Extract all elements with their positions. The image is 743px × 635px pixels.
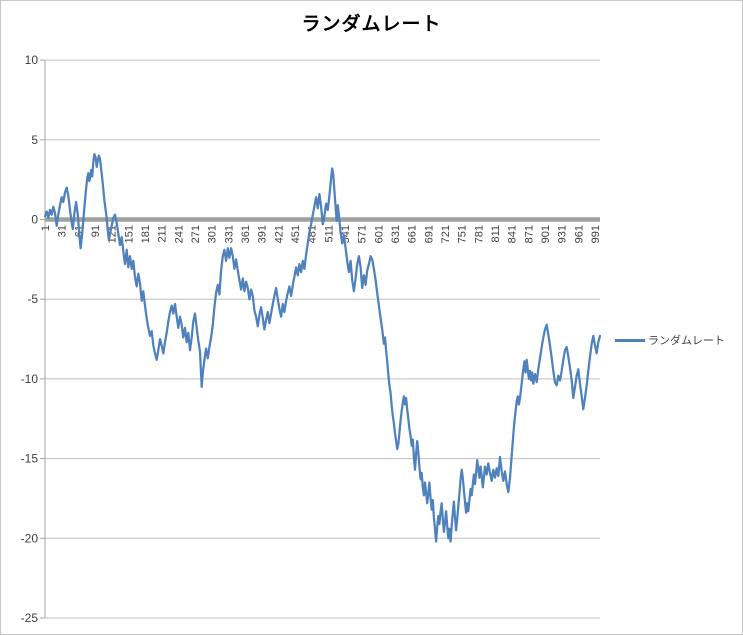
x-axis-label: 901	[540, 225, 552, 243]
x-axis-label: 871	[523, 225, 535, 243]
y-axis-label: -5	[27, 292, 38, 306]
chart-title: ランダムレート	[301, 14, 442, 35]
x-axis-label: 961	[573, 225, 585, 243]
x-axis-label: 991	[590, 225, 602, 243]
x-axis-label: 811	[490, 225, 502, 243]
y-axis-label: 10	[25, 53, 39, 67]
x-axis-label: 841	[507, 225, 519, 243]
y-axis-label: -20	[21, 531, 39, 545]
x-axis-label: 211	[157, 225, 169, 243]
x-axis-label: 751	[457, 225, 469, 243]
legend-series-label: ランダムレート	[648, 335, 725, 347]
x-axis-label: 661	[407, 225, 419, 243]
x-axis-label: 151	[123, 225, 135, 243]
legend: ランダムレート	[615, 332, 725, 348]
x-axis-label: 631	[390, 225, 402, 243]
y-axis-label: -25	[21, 611, 39, 625]
x-axis-label: 271	[190, 225, 202, 243]
legend-line-swatch	[615, 338, 645, 342]
x-axis-label: 451	[290, 225, 302, 243]
x-axis-label: 601	[373, 225, 385, 243]
x-axis-label: 301	[207, 225, 219, 243]
x-axis-label: 181	[140, 225, 152, 243]
x-axis-label: 421	[273, 225, 285, 243]
x-axis-label: 91	[90, 225, 102, 237]
y-axis-label: 0	[31, 213, 38, 227]
x-axis-label: 931	[557, 225, 569, 243]
x-axis-label: 391	[257, 225, 269, 243]
x-axis-label: 781	[473, 225, 485, 243]
y-axis-label: -15	[21, 452, 39, 466]
x-axis-label: 241	[173, 225, 185, 243]
series-line	[43, 152, 602, 543]
x-axis-label: 721	[440, 225, 452, 243]
x-axis-label: 361	[240, 225, 252, 243]
x-axis-label: 511	[323, 225, 335, 243]
x-axis-label: 571	[357, 225, 369, 243]
x-axis-label: 1	[40, 225, 52, 231]
y-axis-label: 5	[31, 133, 38, 147]
y-axis-label: -10	[21, 372, 39, 386]
x-axis-label: 31	[57, 225, 69, 237]
x-axis-label: 331	[223, 225, 235, 243]
x-axis-label: 691	[423, 225, 435, 243]
